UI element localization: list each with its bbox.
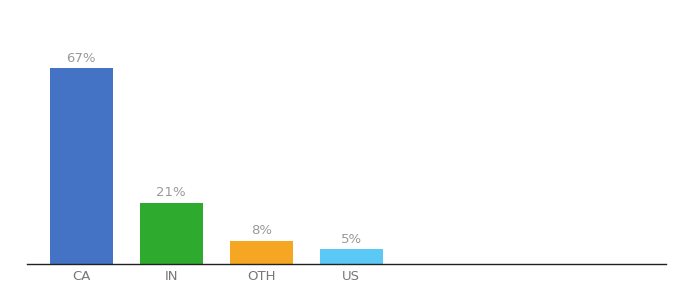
Bar bbox=[230, 241, 293, 264]
Text: 21%: 21% bbox=[156, 186, 186, 199]
Text: 5%: 5% bbox=[341, 233, 362, 246]
Bar bbox=[320, 249, 383, 264]
Bar bbox=[139, 202, 203, 264]
Text: 8%: 8% bbox=[251, 224, 272, 237]
Bar bbox=[50, 68, 113, 264]
Text: 67%: 67% bbox=[67, 52, 96, 64]
